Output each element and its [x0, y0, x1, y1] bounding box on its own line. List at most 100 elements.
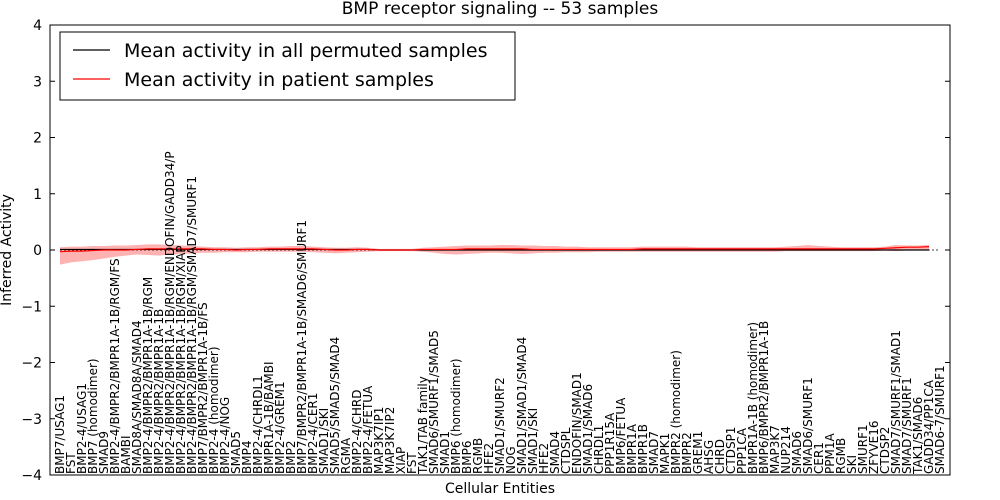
y-axis-label: Inferred Activity: [0, 194, 15, 306]
x-tick-label: SMAD4: [548, 431, 562, 474]
x-axis-label: Cellular Entities: [445, 481, 555, 497]
legend-label-permuted: Mean activity in all permuted samples: [124, 40, 487, 62]
x-tick-label: SKI: [845, 455, 859, 474]
legend: Mean activity in all permuted samples Me…: [59, 31, 516, 101]
x-tick-label: BMP7/BMPR2/BMPR1A-1B/SMAD6/SMURF1: [295, 220, 309, 474]
x-tick-label: SMAD6-7/SMURF1: [933, 365, 947, 474]
y-tick-label: 3: [33, 74, 42, 90]
x-tick-label: BMP6/BMPR2/BMPR1A-1B: [757, 321, 771, 474]
x-tick-label: BMPR1B: [636, 424, 650, 474]
x-tick-label: SMAD1/SKI: [317, 408, 331, 474]
x-tick-label: BMP2-4/BMPR2/BMPR1A-1B/RGM: [141, 277, 155, 474]
x-tick-label: CHRD: [713, 439, 727, 474]
series-line-patient: [59, 246, 930, 253]
x-tick-label: SMAD7/SMURF1/SMAD1: [889, 330, 903, 474]
x-tick-label: CTDSPL: [559, 427, 573, 474]
x-tick-label: BMP7 (homodimer): [86, 358, 100, 474]
x-tick-label: CER1: [812, 442, 826, 474]
x-tick-label: BMP6: [460, 441, 474, 474]
x-tick-label: SMAD9: [97, 431, 111, 474]
x-tick-label: SMAD1/SMURF2: [493, 377, 507, 474]
x-tick-label: BMP2-4/NOG: [218, 397, 232, 474]
x-tick-label: TAK1/TAB family: [416, 376, 430, 475]
y-tick-label: −1: [21, 299, 42, 315]
series-line-layer: [59, 246, 940, 253]
y-tick-label: 1: [33, 187, 42, 203]
x-tick-label: SMAD7/SMURF1: [900, 377, 914, 474]
x-tick-label: BMP7/USAG1: [53, 395, 67, 474]
x-tick-label: AHSG: [702, 440, 716, 474]
x-tick-label: BMPR2 (homodimer): [669, 350, 683, 474]
x-tick-label: MAPK1: [658, 433, 672, 474]
x-tick-label: BMP2-4/CER1: [306, 393, 320, 474]
x-tick-label: BMP2-4/BMPR2/BMPR1A-1B/RGM/FS: [108, 258, 122, 474]
x-tick-label: BMP2-4/CHRDL1: [251, 375, 265, 474]
x-tick-label: MAP3K7IP2: [383, 407, 397, 474]
x-tick-label: SMAD7: [647, 431, 661, 474]
x-tick-label: NOG: [504, 446, 518, 474]
x-tick-label: FST: [64, 452, 78, 474]
x-tick-label: PPP1R15A: [603, 412, 617, 474]
y-tick-label: −4: [21, 468, 42, 484]
x-tick-label: PPP1CA: [735, 427, 749, 474]
y-axis: −4 −3 −2 −1 0 1 2 3 4: [21, 18, 950, 484]
x-tick-label: CHRDL1: [592, 425, 606, 474]
x-tick-label: RGMB: [834, 438, 848, 474]
x-tick-label: ZFYVE16: [867, 420, 881, 474]
x-tick-label: GREM1: [691, 431, 705, 474]
x-tick-label: SMAD6/SMURF1: [801, 377, 815, 474]
x-tick-label: SMAD5: [229, 431, 243, 474]
legend-box: [59, 31, 516, 101]
x-tick-label: SMAD1/SKI: [526, 408, 540, 474]
y-tick-label: −3: [21, 412, 42, 428]
x-tick-label: SMAD1/SMAD1/SMAD4: [515, 337, 529, 474]
x-tick-label: BAMBI: [119, 435, 133, 474]
x-tick-label: SMAD8A/SMAD8A/SMAD4: [130, 320, 144, 474]
chart-title: BMP receptor signaling -- 53 samples: [342, 0, 659, 19]
x-tick-label: XIAP: [394, 447, 408, 474]
x-tick-label: BMPR1A-1B/BAMBI: [262, 361, 276, 474]
x-tick-label: BMP6/FETUA: [614, 397, 628, 474]
y-tick-label: −2: [21, 356, 42, 372]
x-tick-label: BMPR1A-1B (homodimer): [746, 322, 760, 474]
x-tick-label: SMAD5/SMAD5/SMAD4: [328, 337, 342, 474]
x-tick-label: BMPR1A: [625, 423, 639, 474]
x-tick-label: BMP6 (homodimer): [449, 358, 463, 474]
x-tick-label: TAK1/SMAD6: [911, 397, 925, 475]
x-tick-label: NUP214: [779, 426, 793, 474]
x-tick-label: HFE2: [482, 443, 496, 474]
x-tick-label: GADD34/PP1CA: [922, 379, 936, 474]
x-tick-label: SMURF1: [856, 424, 870, 474]
x-tick-label: BMPR2: [680, 432, 694, 474]
x-tick-label: BMP2-4/BMPR2/BMPR1A-1B/RGM/XIAP: [174, 245, 188, 474]
x-tick-label: CTDSP1: [724, 427, 738, 474]
x-tick-label: PPM1A: [823, 433, 837, 474]
x-tick-label: BMP2-4/GREM1: [273, 381, 287, 474]
x-tick-label: MAP3K7IP1: [372, 407, 386, 474]
x-tick-label: FST: [405, 452, 419, 474]
x-tick-label: BMP2-4/USAG1: [75, 383, 89, 474]
x-tick-label: HFE2: [537, 443, 551, 474]
x-tick-label: SMAD6: [790, 431, 804, 474]
x-tick-label: BMP7/BMPR2/BMPR1A-1B/FS: [196, 302, 210, 474]
y-tick-label: 4: [33, 18, 42, 34]
x-tick-label: SMAD1/SMAD6: [581, 384, 595, 474]
y-tick-label: 2: [33, 131, 42, 147]
legend-label-patient: Mean activity in patient samples: [124, 69, 434, 91]
x-tick-label: MAP3K7: [768, 425, 782, 474]
x-tick-label: RGMB: [471, 438, 485, 474]
x-tick-label: BMP2-4/FETUA: [361, 385, 375, 474]
x-tick-label: SMAD1: [438, 431, 452, 474]
x-tick-label: BMP2-4/BMPR2/BMPR1A-1B/RGM/ENDOFIN/GADD3…: [163, 151, 177, 474]
x-tick-label: SMAD6/SMURF1/SMAD5: [427, 330, 441, 474]
x-tick-label: BMP2: [284, 441, 298, 474]
x-tick-label: BMP4: [240, 441, 254, 474]
x-tick-label: BMP2-4/BMPR2/BMPR1A-1B: [152, 309, 166, 474]
x-tick-label: CTDSP2: [878, 427, 892, 474]
x-tick-label: RGMA: [339, 437, 353, 474]
y-tick-label: 0: [33, 243, 42, 259]
x-tick-label: ENDOFIN/SMAD1: [570, 372, 584, 474]
x-tick-label: BMP2-4/CHRD: [350, 390, 364, 474]
